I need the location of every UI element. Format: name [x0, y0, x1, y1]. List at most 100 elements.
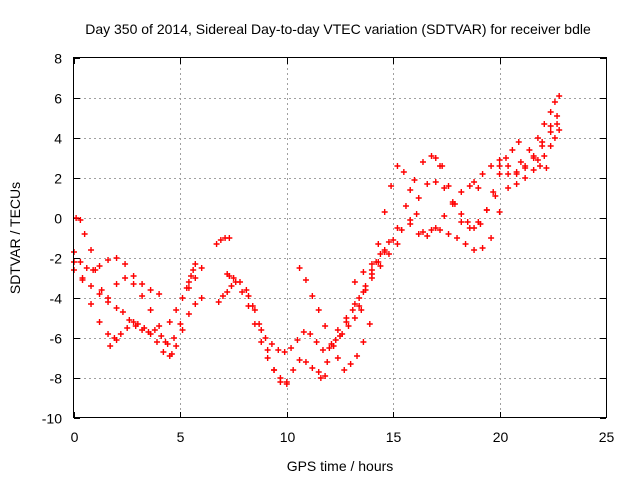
data-point: [475, 185, 482, 191]
data-point: [377, 251, 384, 257]
data-point: [534, 157, 541, 163]
data-point: [307, 331, 314, 337]
data-point: [77, 217, 84, 223]
data-point: [79, 277, 86, 283]
data-point: [471, 247, 478, 253]
data-point: [264, 347, 271, 353]
data-point: [302, 359, 309, 365]
y-tick-label: -6: [50, 331, 63, 347]
series-track-5: [107, 319, 173, 359]
data-point: [466, 183, 473, 189]
data-point: [134, 321, 141, 327]
data-point: [351, 279, 358, 285]
data-point: [496, 157, 503, 163]
data-point: [543, 165, 550, 171]
data-point: [515, 139, 522, 145]
data-point: [556, 127, 563, 133]
data-point: [315, 369, 322, 375]
data-point: [415, 231, 422, 237]
data-point: [183, 285, 190, 291]
data-point: [534, 135, 541, 141]
data-point: [251, 321, 258, 327]
data-point: [192, 301, 199, 307]
data-point: [368, 267, 375, 273]
data-point: [394, 163, 401, 169]
data-point: [147, 307, 154, 313]
data-point: [358, 307, 365, 313]
data-point: [151, 327, 158, 333]
data-point: [81, 231, 88, 237]
data-point: [547, 109, 554, 115]
data-point: [530, 153, 537, 159]
data-marks: [71, 93, 563, 387]
data-point: [166, 319, 173, 325]
data-point: [119, 309, 126, 315]
data-point: [300, 329, 307, 335]
data-point: [111, 335, 118, 341]
x-tick-label: 10: [280, 429, 296, 445]
data-point: [215, 299, 222, 305]
data-point: [509, 147, 516, 153]
data-point: [296, 265, 303, 271]
data-point: [488, 235, 495, 241]
data-point: [477, 221, 484, 227]
data-point: [490, 189, 497, 195]
data-point: [541, 153, 548, 159]
data-point: [441, 213, 448, 219]
data-point: [275, 347, 282, 353]
series-track-20: [407, 179, 499, 231]
series-track-16: [334, 241, 401, 333]
series-track-21: [419, 121, 561, 253]
data-point: [347, 361, 354, 367]
data-point: [130, 319, 137, 325]
data-point: [407, 187, 414, 193]
data-point: [185, 279, 192, 285]
data-point: [502, 155, 509, 161]
grid: [74, 58, 606, 418]
data-point: [141, 325, 148, 331]
data-point: [130, 273, 137, 279]
data-point: [77, 259, 84, 265]
data-point: [217, 237, 224, 243]
data-point: [411, 177, 418, 183]
data-point: [424, 181, 431, 187]
data-point: [526, 147, 533, 153]
data-point: [126, 317, 133, 323]
data-point: [166, 353, 173, 359]
data-point: [407, 217, 414, 223]
data-point: [360, 269, 367, 275]
data-point: [554, 113, 561, 119]
data-point: [513, 171, 520, 177]
data-point: [324, 359, 331, 365]
series-track-7: [173, 295, 205, 349]
data-point: [96, 319, 103, 325]
data-point: [368, 275, 375, 281]
data-point: [283, 381, 290, 387]
data-point: [505, 171, 512, 177]
data-point: [351, 315, 358, 321]
data-point: [177, 321, 184, 327]
data-point: [268, 341, 275, 347]
data-point: [185, 311, 192, 317]
data-point: [315, 307, 322, 313]
data-point: [428, 227, 435, 233]
data-point: [458, 211, 465, 217]
series-track-10: [215, 283, 235, 305]
data-point: [505, 185, 512, 191]
data-point: [192, 261, 199, 267]
y-tick-label: -2: [50, 251, 63, 267]
data-point: [541, 121, 548, 127]
y-tick-label: -4: [50, 291, 63, 307]
data-point: [139, 281, 146, 287]
data-point: [398, 227, 405, 233]
data-point: [496, 209, 503, 215]
data-point: [428, 153, 435, 159]
data-point: [147, 287, 154, 293]
data-point: [381, 249, 388, 255]
data-point: [271, 367, 278, 373]
data-point: [226, 235, 233, 241]
data-point: [219, 293, 226, 299]
data-point: [122, 275, 129, 281]
data-point: [245, 303, 252, 309]
